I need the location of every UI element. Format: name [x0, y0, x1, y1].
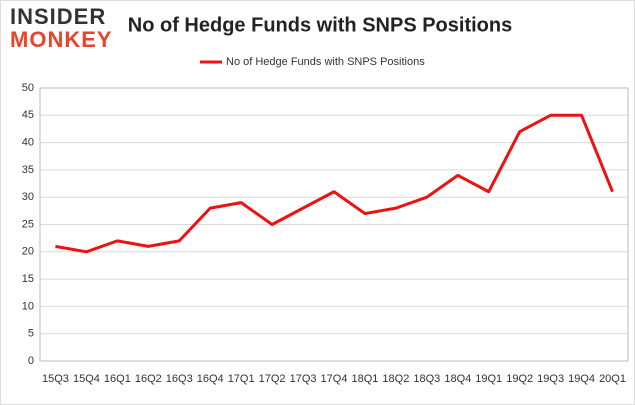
plot-border: [39, 87, 629, 362]
x-tick-label: 18Q1: [351, 373, 378, 385]
x-tick-label: 16Q3: [166, 373, 193, 385]
x-tick-label: 19Q4: [568, 373, 595, 385]
chart-title: No of Hedge Funds with SNPS Positions: [128, 14, 512, 36]
x-tick-label: 19Q3: [537, 373, 564, 385]
x-tick-label: 17Q3: [290, 373, 317, 385]
x-tick-label: 18Q4: [444, 373, 471, 385]
x-tick-label: 19Q2: [506, 373, 533, 385]
y-tick-label: 5: [28, 328, 34, 340]
y-tick-label: 25: [22, 218, 34, 230]
data-line: [55, 113, 614, 254]
y-tick-label: 30: [22, 191, 34, 203]
y-tick-label: 20: [22, 246, 34, 258]
y-tick-label: 50: [22, 82, 34, 94]
x-tick-label: 16Q4: [197, 373, 224, 385]
y-tick-label: 40: [22, 137, 34, 149]
x-tick-label: 17Q2: [259, 373, 286, 385]
x-tick-label: 17Q4: [321, 373, 348, 385]
x-tick-label: 16Q2: [135, 373, 162, 385]
legend-label: No of Hedge Funds with SNPS Positions: [226, 56, 425, 68]
y-tick-label: 35: [22, 164, 34, 176]
y-tick-label: 0: [28, 355, 34, 367]
x-tick-label: 20Q1: [599, 373, 626, 385]
x-tick-label: 18Q3: [413, 373, 440, 385]
x-tick-label: 15Q3: [42, 373, 69, 385]
x-tick-label: 17Q1: [228, 373, 255, 385]
x-tick-label: 18Q2: [382, 373, 409, 385]
x-tick-label: 15Q4: [73, 373, 100, 385]
logo-line2: MONKEY: [10, 27, 113, 52]
x-tick-label: 16Q1: [104, 373, 131, 385]
y-tick-label: 45: [22, 109, 34, 121]
x-tick-label: 19Q1: [475, 373, 502, 385]
y-tick-label: 15: [22, 273, 34, 285]
y-tick-label: 10: [22, 300, 34, 312]
logo-line1: INSIDER: [10, 4, 106, 29]
